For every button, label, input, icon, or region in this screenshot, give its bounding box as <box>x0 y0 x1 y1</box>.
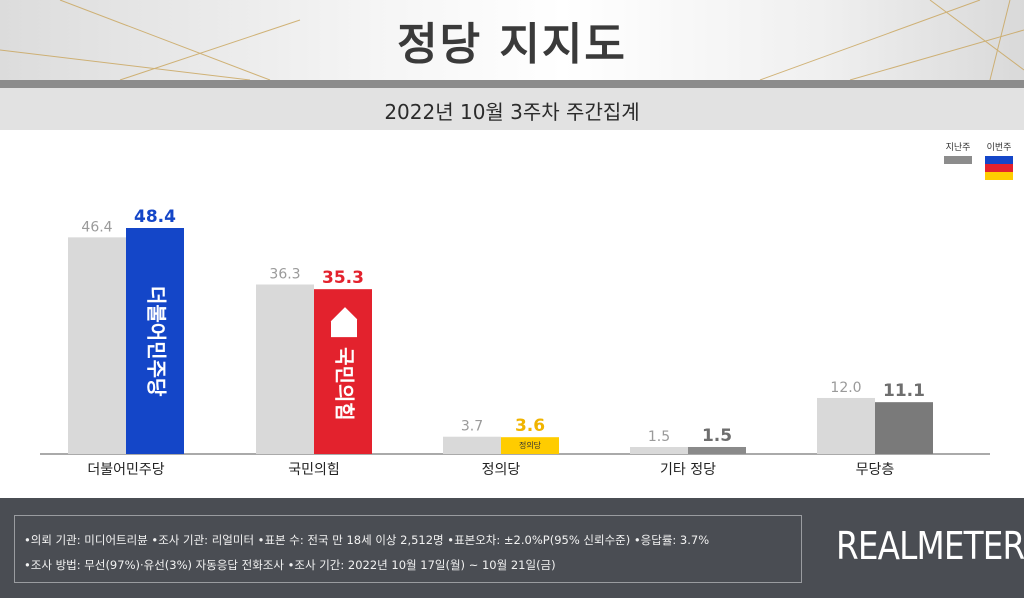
party-logo-text: 더불어민주당 <box>145 286 169 397</box>
bar-current <box>501 437 559 454</box>
data-label-current: 11.1 <box>883 381 925 401</box>
data-label-previous: 46.4 <box>81 219 112 235</box>
title-divider <box>0 80 1024 88</box>
legend-current: 이번주 <box>982 140 1016 180</box>
data-label-previous: 1.5 <box>648 429 670 445</box>
bar-current <box>688 446 746 454</box>
realmeter-logo: REALMETER <box>836 524 1024 568</box>
party-logo-shape <box>331 307 357 338</box>
data-label-current: 48.4 <box>134 207 176 227</box>
bar-previous <box>443 436 501 454</box>
data-label-previous: 36.3 <box>269 267 300 283</box>
survey-note-line2: •조사 방법: 무선(97%)·유선(3%) 자동응답 전화조사 •조사 기간:… <box>24 558 556 572</box>
party-logo-text: 국민의힘 <box>333 347 357 421</box>
subtitle-band <box>0 88 1024 130</box>
bar-current <box>126 228 184 454</box>
page-subtitle: 2022년 10월 3주차 주간집계 <box>384 100 640 124</box>
party-logo-text: 정의당 <box>519 440 542 450</box>
category-label: 기타 정당 <box>660 462 716 478</box>
category-label: 무당층 <box>856 462 895 478</box>
bar-previous <box>630 446 688 454</box>
bar-previous <box>817 397 875 454</box>
bar-previous <box>256 284 314 454</box>
category-label: 국민의힘 <box>288 462 340 478</box>
data-label-previous: 12.0 <box>830 380 861 396</box>
data-label-current: 35.3 <box>322 268 364 288</box>
legend-previous-label: 지난주 <box>945 143 971 153</box>
legend-current-swatch <box>985 156 1013 180</box>
footer <box>0 498 1024 598</box>
legend-current-label: 이번주 <box>986 143 1012 153</box>
legend-previous: 지난주 <box>941 140 975 164</box>
data-label-previous: 3.7 <box>461 419 483 435</box>
category-label: 더불어민주당 <box>87 462 164 478</box>
data-label-current: 3.6 <box>515 416 545 436</box>
survey-note-line1: •의뢰 기관: 미디어트리뷴 •조사 기관: 리얼미터 •표본 수: 전국 만 … <box>24 533 710 547</box>
bar-previous <box>68 237 126 454</box>
category-label: 정의당 <box>482 462 521 478</box>
survey-notes-box <box>14 515 802 583</box>
gold-lines-decoration <box>0 0 1024 80</box>
header-banner: 정당 지지도 <box>0 0 1024 80</box>
bar-current <box>875 402 933 454</box>
legend-previous-swatch <box>944 156 972 164</box>
page-title: 정당 지지도 <box>397 19 627 70</box>
data-label-current: 1.5 <box>702 426 732 446</box>
